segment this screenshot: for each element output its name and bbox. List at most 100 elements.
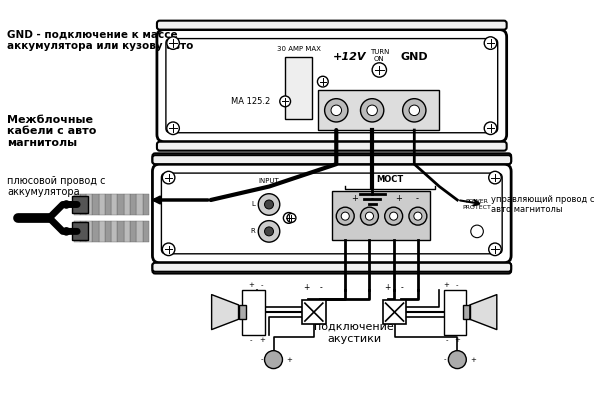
Text: управляющий провод с
авто магнитолы: управляющий провод с авто магнитолы [491, 195, 595, 214]
Bar [72, 222, 88, 240]
Bar [136, 194, 143, 215]
Bar [74, 221, 80, 242]
Text: GND - подключение к массе
аккумулятора или кузову авто: GND - подключение к массе аккумулятора и… [7, 30, 194, 51]
Text: -: - [371, 194, 374, 203]
Bar [92, 221, 98, 242]
Circle shape [365, 212, 373, 220]
Bar [124, 221, 130, 242]
Bar [444, 290, 466, 334]
Bar [80, 221, 86, 242]
Bar [80, 194, 86, 215]
Bar [118, 221, 124, 242]
Circle shape [265, 200, 274, 209]
Text: +: + [259, 337, 265, 343]
Circle shape [163, 171, 175, 184]
Circle shape [63, 228, 70, 235]
Bar [302, 300, 326, 324]
Text: L: L [251, 202, 255, 208]
Bar [105, 194, 111, 215]
Text: -: - [456, 282, 458, 288]
Text: -: - [320, 283, 322, 292]
Text: +: + [384, 283, 391, 292]
Text: +: + [351, 194, 358, 203]
Bar [98, 194, 105, 215]
Bar [319, 90, 439, 130]
Text: +12V: +12V [333, 52, 367, 62]
Polygon shape [470, 295, 497, 330]
Bar [124, 194, 130, 215]
Text: +: + [286, 357, 292, 363]
Circle shape [372, 63, 386, 77]
Circle shape [484, 122, 497, 134]
Text: +: + [304, 283, 310, 292]
Circle shape [341, 212, 349, 220]
Bar [130, 221, 136, 242]
Bar [463, 305, 470, 319]
Bar [383, 300, 406, 324]
Text: -: - [444, 357, 446, 363]
Bar [86, 221, 92, 242]
Bar [332, 191, 430, 240]
Circle shape [283, 212, 294, 223]
Circle shape [389, 212, 398, 220]
Circle shape [489, 243, 501, 256]
Text: Межблочные
кабели с авто
магнитолы: Межблочные кабели с авто магнитолы [7, 115, 97, 148]
Circle shape [385, 207, 403, 225]
Bar [143, 221, 149, 242]
FancyBboxPatch shape [152, 155, 511, 164]
Text: TURN
ON: TURN ON [370, 49, 389, 62]
Circle shape [258, 194, 280, 215]
Text: -: - [260, 282, 263, 288]
FancyBboxPatch shape [157, 21, 506, 30]
Text: +: + [454, 337, 460, 343]
Circle shape [63, 201, 70, 208]
Text: +: + [395, 194, 403, 203]
Text: -: - [445, 337, 448, 343]
Bar [111, 194, 118, 215]
FancyBboxPatch shape [166, 38, 497, 133]
Text: -: - [400, 283, 403, 292]
FancyBboxPatch shape [161, 173, 502, 254]
Circle shape [409, 207, 427, 225]
Bar [130, 194, 136, 215]
Circle shape [336, 207, 354, 225]
Text: +: + [443, 282, 449, 288]
Bar [285, 56, 312, 119]
Bar [111, 221, 118, 242]
Circle shape [325, 99, 348, 122]
Circle shape [367, 105, 377, 116]
Bar [143, 194, 149, 215]
Text: GND: GND [400, 52, 428, 62]
Circle shape [489, 171, 501, 184]
Bar [105, 221, 111, 242]
FancyBboxPatch shape [157, 30, 506, 142]
Text: -: - [415, 194, 418, 203]
Circle shape [280, 96, 290, 107]
Circle shape [361, 207, 379, 225]
Circle shape [414, 212, 422, 220]
Bar [118, 194, 124, 215]
FancyBboxPatch shape [157, 142, 506, 151]
Text: -: - [260, 357, 263, 363]
FancyBboxPatch shape [152, 153, 511, 164]
Bar [74, 194, 80, 215]
Circle shape [331, 105, 341, 116]
Text: МОСТ: МОСТ [376, 175, 404, 184]
FancyBboxPatch shape [152, 263, 511, 274]
Circle shape [265, 227, 274, 236]
Text: +: + [248, 282, 254, 288]
Text: плюсовой провод с
аккумулятора: плюсовой провод с аккумулятора [7, 176, 106, 197]
Bar [86, 194, 92, 215]
Bar [72, 196, 88, 214]
Bar [136, 221, 143, 242]
Bar [98, 221, 105, 242]
Circle shape [265, 351, 283, 368]
Text: POWER
PROTECT: POWER PROTECT [463, 199, 491, 210]
Circle shape [258, 221, 280, 242]
Circle shape [448, 351, 466, 368]
Bar [239, 305, 246, 319]
Circle shape [287, 214, 296, 222]
FancyBboxPatch shape [152, 164, 511, 263]
Circle shape [361, 99, 384, 122]
Circle shape [409, 105, 419, 116]
